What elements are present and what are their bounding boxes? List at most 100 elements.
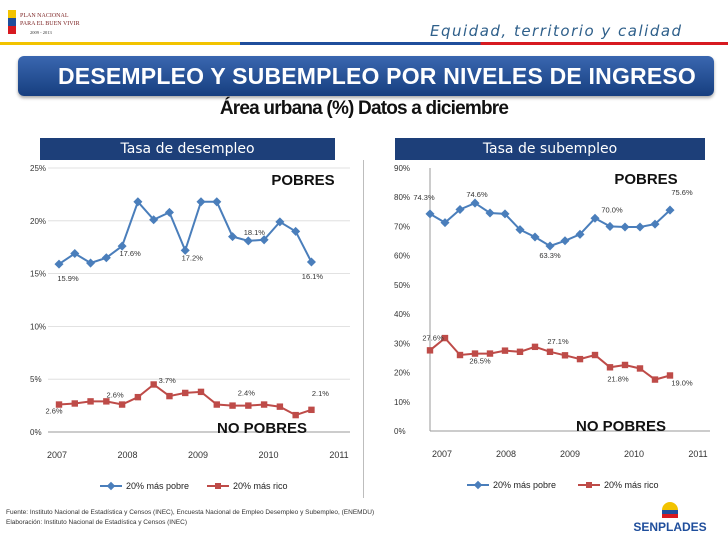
- data-point-pobre: [196, 197, 206, 207]
- data-label: 15.9%: [57, 274, 79, 283]
- data-label: 2.6%: [45, 407, 62, 416]
- data-point-rico: [606, 364, 614, 371]
- y-tick-label: 70%: [394, 222, 410, 231]
- data-point-pobre: [545, 241, 555, 251]
- x-tick-label: 2011: [329, 450, 348, 460]
- data-point-rico: [308, 406, 315, 414]
- chart-desempleo: 0% 5% 10% 15% 20% 25% 2007 2008 2009 2010 2011 15.9…: [30, 164, 350, 491]
- data-label: 2.1%: [312, 389, 329, 398]
- y-tick-label: 20%: [394, 369, 410, 378]
- data-point-pobre: [605, 221, 615, 231]
- y-tick-label: 15%: [30, 270, 46, 279]
- y-tick-label: 25%: [30, 164, 46, 173]
- data-point-rico: [651, 376, 659, 383]
- data-label: 18.1%: [244, 228, 266, 237]
- data-point-pobre: [101, 253, 111, 263]
- data-point-rico: [166, 392, 173, 400]
- footer-elaboration: Elaboración: Instituto Nacional de Estad…: [6, 519, 188, 526]
- annotation-no-pobres: NO POBRES: [576, 418, 666, 435]
- data-point-rico: [516, 348, 524, 356]
- title-bar: [18, 56, 714, 96]
- x-tick-label: 2007: [432, 449, 452, 459]
- data-label: 2.4%: [238, 389, 255, 398]
- legend-label-pobre: 20% más pobre: [126, 481, 189, 491]
- data-label: 75.6%: [671, 188, 693, 197]
- data-point-rico: [118, 401, 126, 408]
- data-label: 63.3%: [539, 251, 561, 260]
- senplades-logo: SENPLADES: [633, 502, 707, 534]
- x-tick-label: 2008: [496, 449, 516, 459]
- series-line-rico: [58, 383, 312, 417]
- logo-line-3: 2009 - 2013: [30, 30, 52, 35]
- legend-marker-rico: [215, 483, 221, 489]
- tagline: Equidad, territorio y calidad: [430, 22, 683, 40]
- data-point-pobre: [117, 241, 127, 251]
- series-line-pobre: [429, 201, 671, 248]
- legend-marker-rico: [586, 482, 592, 488]
- legend-marker-pobre: [473, 480, 483, 490]
- data-point-rico: [292, 411, 299, 419]
- data-point-rico: [666, 372, 674, 379]
- data-point-rico: [486, 350, 494, 357]
- page-subtitle: Área urbana (%) Datos a diciembre: [219, 98, 509, 119]
- data-point-pobre: [530, 232, 540, 242]
- data-point-rico: [426, 347, 434, 354]
- y-tick-label: 0%: [394, 427, 406, 436]
- data-label: 17.2%: [182, 253, 204, 262]
- panel-title-desempleo: Tasa de desempleo: [40, 138, 335, 160]
- data-label: 17.6%: [119, 249, 141, 258]
- panel-title-subempleo: Tasa de subempleo: [395, 138, 705, 160]
- y-tick-label: 0%: [30, 428, 42, 437]
- data-point-rico: [197, 388, 205, 396]
- annotation-no-pobres: NO POBRES: [217, 420, 307, 437]
- data-point-pobre: [70, 249, 80, 259]
- data-label: 3.7%: [159, 376, 176, 385]
- data-point-pobre: [291, 226, 301, 236]
- legend-marker-pobre: [106, 481, 116, 491]
- data-label: 74.6%: [466, 190, 488, 199]
- y-tick-label: 20%: [30, 217, 46, 226]
- annotation-pobres: POBRES: [614, 171, 677, 188]
- data-point-pobre: [620, 222, 630, 232]
- x-tick-label: 2008: [117, 450, 137, 460]
- data-point-rico: [441, 334, 449, 342]
- footer-source: Fuente: Instituto Nacional de Estadístic…: [6, 509, 375, 516]
- y-tick-label: 10%: [394, 398, 410, 407]
- y-tick-label: 80%: [394, 193, 410, 202]
- x-tick-label: 2011: [688, 449, 707, 459]
- top-color-line: [0, 42, 728, 45]
- footer: Fuente: Instituto Nacional de Estadístic…: [6, 508, 374, 528]
- x-tick-label: 2009: [560, 449, 580, 459]
- data-label: 2.6%: [107, 391, 124, 400]
- data-label: 19.0%: [671, 378, 693, 387]
- data-point-rico: [546, 348, 554, 356]
- y-tick-label: 10%: [30, 322, 46, 331]
- y-tick-label: 5%: [30, 375, 42, 384]
- y-tick-label: 30%: [394, 339, 410, 348]
- legend-label-pobre: 20% más pobre: [493, 480, 556, 490]
- data-label: 27.6%: [422, 333, 444, 342]
- data-point-rico: [182, 389, 189, 397]
- data-label: 70.0%: [601, 205, 623, 214]
- data-label: 21.8%: [607, 374, 629, 383]
- data-point-rico: [103, 398, 110, 405]
- data-point-pobre: [243, 236, 253, 246]
- senplades-logo-text: SENPLADES: [633, 520, 706, 534]
- data-point-pobre: [306, 257, 316, 267]
- logo-line-2: PARA EL BUEN VIVIR: [20, 21, 80, 27]
- annotation-pobres: POBRES: [271, 172, 334, 189]
- chart-subempleo: 0% 10% 20% 30% 40% 50% 60% 70% 80% 90% 2007 2008 200…: [394, 164, 710, 490]
- data-point-pobre: [212, 197, 222, 207]
- data-label: 26.5%: [469, 357, 491, 366]
- data-point-rico: [71, 400, 78, 407]
- data-point-rico: [245, 402, 252, 409]
- data-point-rico: [636, 365, 644, 372]
- x-tick-label: 2010: [624, 449, 644, 459]
- data-point-rico: [531, 343, 539, 351]
- data-point-rico: [501, 347, 509, 354]
- y-tick-label: 50%: [394, 281, 410, 290]
- data-point-rico: [213, 401, 220, 408]
- data-point-rico: [576, 355, 584, 363]
- data-point-rico: [55, 401, 63, 408]
- y-tick-label: 60%: [394, 252, 410, 261]
